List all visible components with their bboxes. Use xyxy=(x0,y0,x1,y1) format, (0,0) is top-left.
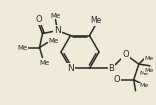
Text: Me: Me xyxy=(17,45,28,51)
Text: N: N xyxy=(67,64,74,73)
Text: B: B xyxy=(108,64,115,73)
Text: B: B xyxy=(109,64,115,73)
Text: O: O xyxy=(114,75,121,84)
Text: N: N xyxy=(54,26,61,35)
Text: O: O xyxy=(122,50,129,59)
Text: Me: Me xyxy=(90,16,102,25)
Text: Me: Me xyxy=(139,71,148,76)
Text: O: O xyxy=(35,15,42,24)
Text: Me: Me xyxy=(48,38,59,44)
Text: Me: Me xyxy=(144,56,154,61)
Text: Me: Me xyxy=(144,68,154,73)
Text: Me: Me xyxy=(50,12,61,19)
Text: Me: Me xyxy=(39,60,50,66)
Text: Me: Me xyxy=(139,83,148,88)
